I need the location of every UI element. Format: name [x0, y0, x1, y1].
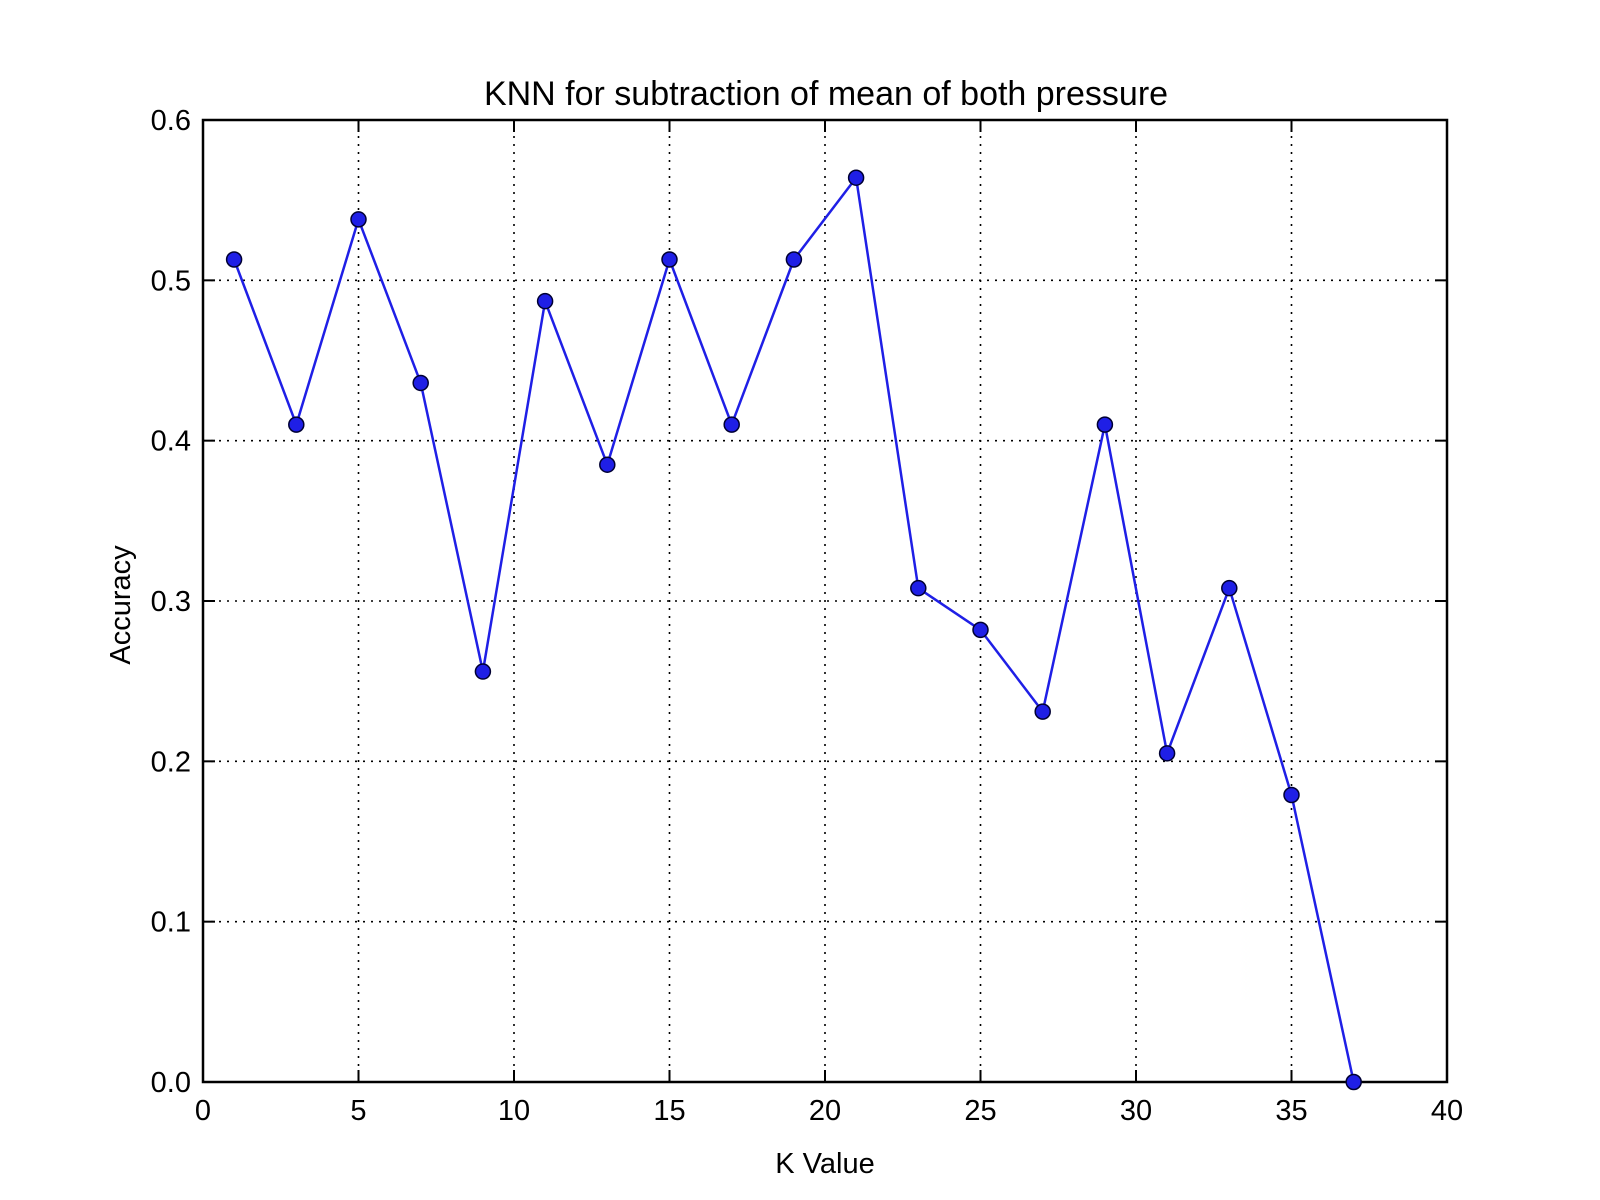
data-point	[599, 456, 616, 473]
y-tick-label: 0.0	[151, 1067, 191, 1099]
data-point	[412, 374, 429, 392]
y-tick-label: 0.2	[151, 746, 191, 778]
data-point	[1096, 416, 1114, 433]
x-tick-label: 10	[498, 1095, 530, 1127]
data-point	[536, 292, 554, 310]
data-point	[474, 663, 492, 680]
y-axis-label: Accuracy	[105, 545, 137, 665]
axis-ticks: 0 5 10 15 20 25 30 35 40 0.0 0.1 0.2 0.3 0.4 0.5 0.6	[151, 105, 1463, 1127]
data-point	[1034, 703, 1051, 720]
data-point	[350, 211, 367, 228]
x-tick-label: 30	[1120, 1095, 1152, 1127]
data-point	[1283, 786, 1300, 804]
data-point	[723, 416, 740, 433]
data-point	[1221, 579, 1238, 597]
x-tick-label: 40	[1431, 1095, 1463, 1127]
data-point	[847, 169, 865, 186]
data-point	[225, 251, 243, 268]
data-point	[288, 416, 305, 433]
x-axis-label: K Value	[775, 1148, 874, 1180]
grid-lines	[203, 120, 1447, 1082]
y-tick-label: 0.1	[151, 907, 191, 939]
data-point	[1158, 745, 1176, 762]
plot-frame	[201, 118, 1449, 1084]
x-tick-label: 0	[195, 1095, 211, 1127]
y-tick-label: 0.4	[151, 426, 191, 458]
x-tick-label: 15	[653, 1095, 685, 1127]
x-tick-label: 20	[809, 1095, 841, 1127]
data-point	[910, 579, 927, 597]
x-tick-label: 5	[350, 1095, 366, 1127]
series-line	[232, 176, 1355, 1083]
data-point	[661, 251, 678, 268]
data-point	[1345, 1073, 1362, 1091]
data-point	[785, 251, 803, 268]
x-tick-label: 35	[1275, 1095, 1307, 1127]
chart-title: KNN for subtraction of mean of both pres…	[484, 75, 1168, 113]
series-layer	[225, 169, 1362, 1091]
y-tick-label: 0.3	[151, 586, 191, 618]
x-tick-label: 25	[964, 1095, 996, 1127]
y-tick-label: 0.6	[151, 105, 191, 137]
y-tick-label: 0.5	[151, 265, 191, 297]
data-point	[972, 621, 989, 639]
